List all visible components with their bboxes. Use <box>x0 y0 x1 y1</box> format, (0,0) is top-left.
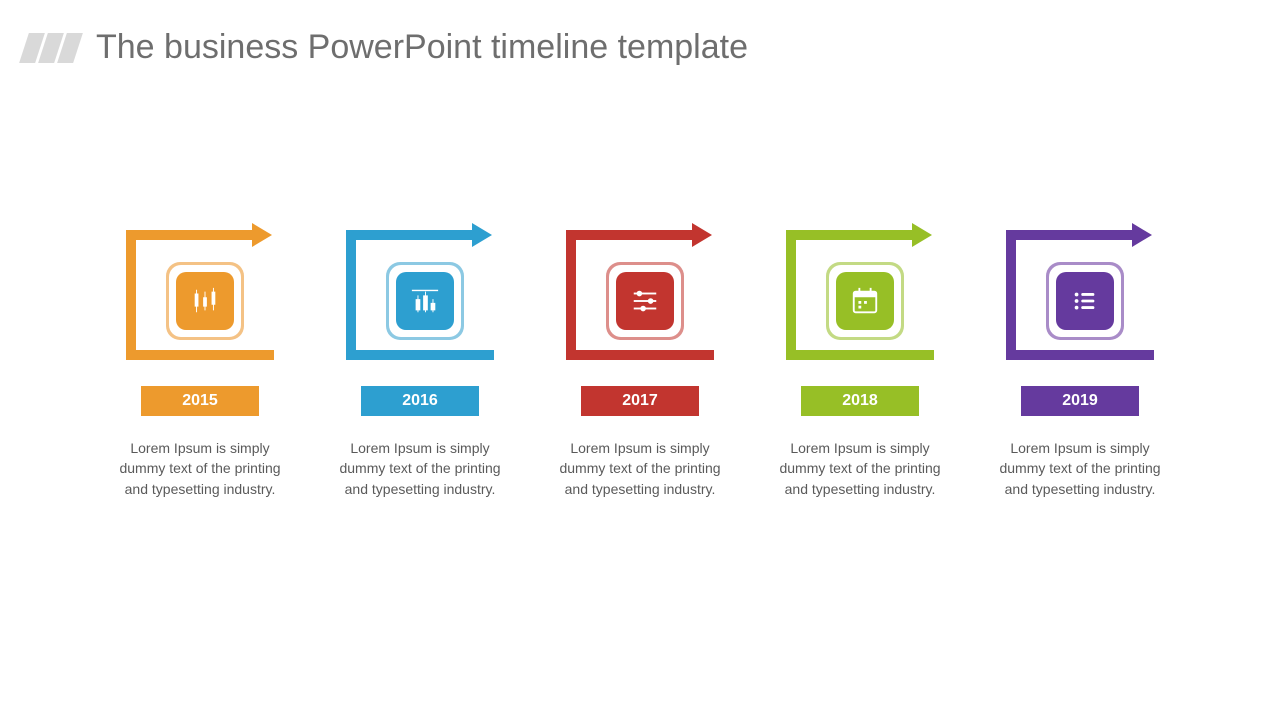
bracket-arrow-frame <box>1006 210 1154 360</box>
timeline-row: 2015 Lorem Ipsum is simply dummy text of … <box>0 210 1280 499</box>
year-badge: 2017 <box>581 386 699 416</box>
bracket-arrow-frame <box>346 210 494 360</box>
calendar-icon <box>836 272 894 330</box>
bracket-arrow-frame <box>566 210 714 360</box>
icon-tile <box>606 262 684 340</box>
year-badge: 2015 <box>141 386 259 416</box>
sliders-icon <box>616 272 674 330</box>
year-badge: 2018 <box>801 386 919 416</box>
arrowhead-icon <box>692 223 712 247</box>
item-description: Lorem Ipsum is simply dummy text of the … <box>335 438 505 499</box>
item-description: Lorem Ipsum is simply dummy text of the … <box>115 438 285 499</box>
bracket-arrow-frame <box>126 210 274 360</box>
year-badge: 2016 <box>361 386 479 416</box>
icon-tile <box>826 262 904 340</box>
list-icon <box>1056 272 1114 330</box>
icon-tile <box>1046 262 1124 340</box>
arrowhead-icon <box>1132 223 1152 247</box>
year-badge: 2019 <box>1021 386 1139 416</box>
item-description: Lorem Ipsum is simply dummy text of the … <box>775 438 945 499</box>
header-stripes-icon <box>24 33 78 63</box>
timeline-item: 2017 Lorem Ipsum is simply dummy text of … <box>556 210 724 499</box>
slide-title: The business PowerPoint timeline templat… <box>96 28 748 67</box>
timeline-item: 2019 Lorem Ipsum is simply dummy text of … <box>996 210 1164 499</box>
slide-header: The business PowerPoint timeline templat… <box>0 0 1280 67</box>
bracket-arrow-frame <box>786 210 934 360</box>
icon-tile <box>386 262 464 340</box>
arrowhead-icon <box>252 223 272 247</box>
item-description: Lorem Ipsum is simply dummy text of the … <box>555 438 725 499</box>
arrowhead-icon <box>472 223 492 247</box>
timeline-item: 2015 Lorem Ipsum is simply dummy text of … <box>116 210 284 499</box>
bar-chart-icon <box>396 272 454 330</box>
arrowhead-icon <box>912 223 932 247</box>
icon-tile <box>166 262 244 340</box>
candlestick-chart-icon <box>176 272 234 330</box>
item-description: Lorem Ipsum is simply dummy text of the … <box>995 438 1165 499</box>
timeline-item: 2016 Lorem Ipsum is simply dummy text of … <box>336 210 504 499</box>
timeline-item: 2018 Lorem Ipsum is simply dummy text of … <box>776 210 944 499</box>
